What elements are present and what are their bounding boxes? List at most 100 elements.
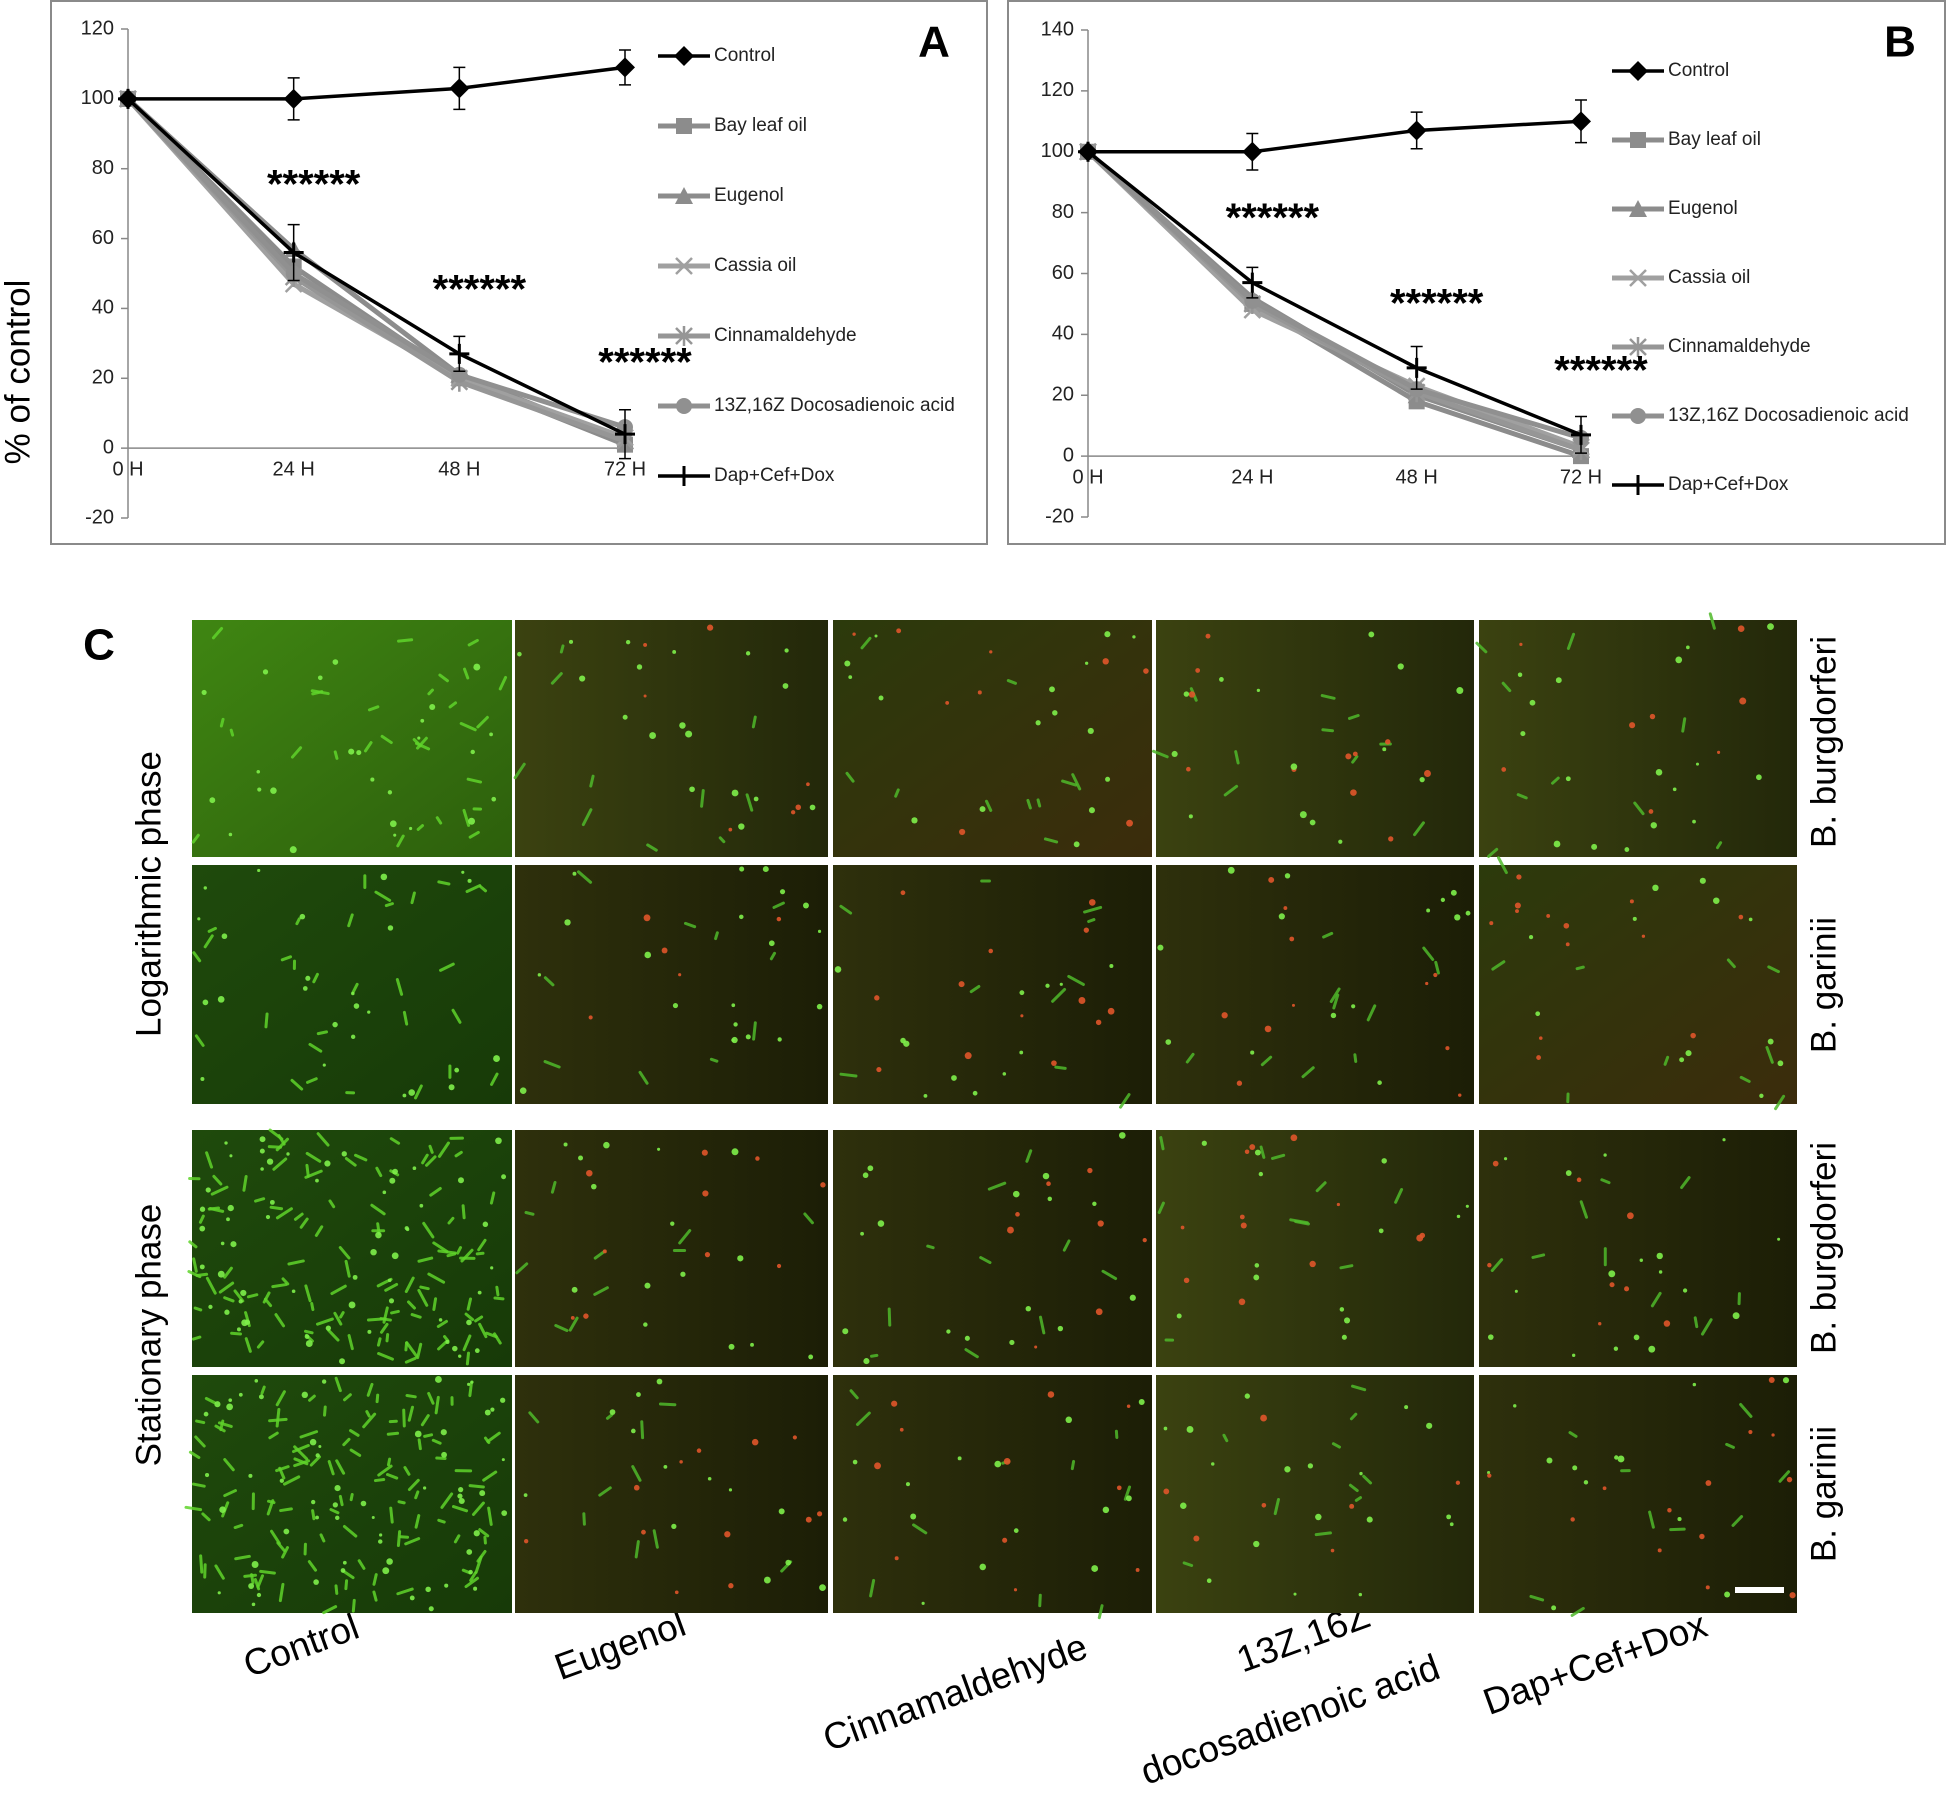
cell (219, 1506, 226, 1513)
cell (275, 1408, 281, 1428)
cell (523, 1493, 528, 1497)
cell (1201, 1140, 1207, 1146)
cell (451, 1008, 462, 1024)
cell (945, 701, 950, 705)
cell (1087, 918, 1096, 924)
cell (1309, 819, 1316, 826)
cell (912, 1523, 928, 1535)
cell (1629, 899, 1634, 904)
cell (309, 1438, 317, 1446)
cell (438, 1318, 443, 1322)
cell (304, 1284, 312, 1303)
cell (803, 1212, 814, 1225)
cell (254, 1379, 259, 1383)
cell (437, 1518, 446, 1524)
cell (419, 1203, 424, 1208)
cell (1026, 798, 1032, 810)
cell (985, 799, 993, 812)
cell (238, 1392, 243, 1397)
cell (762, 866, 769, 873)
cell (1686, 645, 1690, 650)
cell (1126, 1404, 1131, 1408)
cell (305, 975, 311, 981)
cell (1633, 1334, 1640, 1341)
cell (1125, 1495, 1132, 1502)
x-tick-label: 24 H (273, 458, 315, 480)
cell (1663, 1320, 1671, 1327)
cell (414, 1514, 421, 1529)
cell (1358, 1592, 1363, 1597)
cell (579, 675, 586, 682)
cell (427, 688, 434, 696)
cell (1450, 889, 1457, 896)
cell (1650, 1291, 1662, 1308)
cell (1123, 1485, 1132, 1501)
cell (1273, 1498, 1280, 1516)
cell (696, 1448, 702, 1453)
cell (1240, 1222, 1247, 1229)
cell (453, 1534, 461, 1544)
cell (633, 1484, 640, 1491)
cell (1501, 681, 1512, 693)
marker (118, 88, 138, 109)
cell (409, 1595, 415, 1601)
cell (1685, 1050, 1692, 1057)
strain-label: B. garinii (1804, 917, 1843, 1053)
cell (969, 985, 981, 994)
micrograph-image (1156, 1130, 1474, 1367)
cell (1182, 1561, 1194, 1567)
cell (192, 951, 202, 963)
cell (1648, 809, 1654, 814)
cell (407, 1405, 414, 1422)
cell (1239, 1214, 1245, 1220)
cell (1315, 1513, 1322, 1521)
cell (315, 1515, 319, 1520)
cell (386, 1472, 399, 1480)
cell (275, 1465, 290, 1473)
cell (465, 884, 482, 894)
cell (191, 833, 200, 844)
cell (1180, 1502, 1187, 1510)
cell (338, 1494, 344, 1507)
cell (1700, 1318, 1713, 1336)
cell (217, 995, 225, 1003)
cell (459, 1256, 476, 1260)
cell (404, 1226, 409, 1231)
cell (959, 828, 966, 836)
y-tick-label: 100 (81, 87, 114, 109)
cell (1049, 686, 1055, 693)
cell (501, 1510, 508, 1517)
cell (1501, 767, 1507, 772)
legend-label: Eugenol (1668, 198, 1738, 219)
cell (1180, 1225, 1185, 1230)
panel-label: C (83, 621, 115, 670)
cell (1648, 1345, 1656, 1353)
cell (305, 1151, 322, 1163)
cell (987, 1181, 1007, 1191)
cell (464, 1312, 475, 1322)
cell (1705, 1480, 1712, 1486)
cell (1565, 776, 1571, 782)
legend-marker (1629, 337, 1647, 357)
cell (1116, 1485, 1122, 1491)
series-line (126, 97, 626, 436)
cell (228, 1398, 233, 1402)
cell (625, 639, 631, 645)
cell (333, 1311, 343, 1326)
cell (550, 1180, 557, 1194)
cell (344, 1259, 351, 1278)
marker (449, 343, 470, 364)
cell (440, 1429, 447, 1436)
cell (1528, 935, 1534, 940)
cell (903, 1040, 910, 1047)
cell (1331, 1442, 1341, 1449)
cell (236, 1327, 241, 1332)
series-line (1086, 149, 1582, 459)
cell (214, 1401, 221, 1408)
cell (396, 834, 405, 848)
cell (370, 777, 375, 782)
cell (1519, 642, 1523, 647)
cell (431, 1438, 442, 1445)
y-tick-label: 40 (1052, 323, 1074, 345)
cell (461, 1204, 466, 1220)
